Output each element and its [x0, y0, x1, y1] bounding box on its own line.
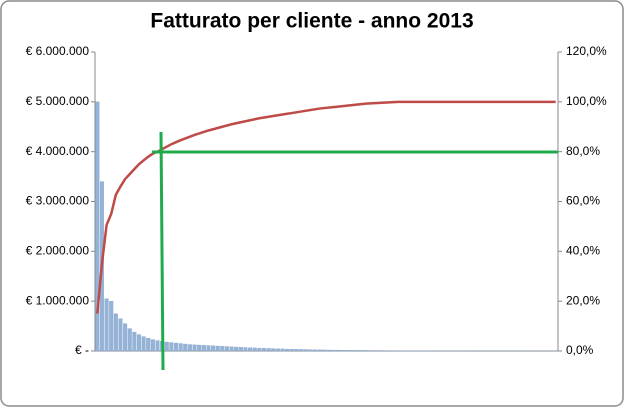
bar — [188, 345, 192, 351]
y-tick-label: € - — [75, 343, 89, 357]
bar — [258, 348, 262, 351]
bar — [271, 349, 275, 351]
bar — [105, 299, 109, 351]
bar — [174, 343, 178, 351]
bar — [123, 324, 127, 351]
bar — [276, 349, 280, 351]
bar — [239, 347, 243, 351]
y2-tick-label: 80,0% — [566, 144, 600, 158]
bar — [234, 347, 238, 351]
y2-tick-label: 40,0% — [566, 244, 600, 258]
bar — [216, 346, 220, 351]
bar — [137, 335, 141, 351]
bar — [355, 350, 359, 351]
bar — [142, 337, 146, 351]
bar — [304, 350, 308, 351]
bar — [179, 344, 183, 351]
bar — [151, 340, 155, 351]
y-tick-label: € 2.000.000 — [26, 244, 90, 258]
bar — [230, 347, 234, 351]
bar — [114, 314, 118, 351]
bar — [322, 350, 326, 351]
bar — [146, 338, 150, 351]
y2-tick-label: 60,0% — [566, 194, 600, 208]
bar — [225, 347, 229, 351]
y2-tick-label: 20,0% — [566, 293, 600, 307]
bar — [267, 348, 271, 351]
bar — [211, 346, 215, 351]
bar — [364, 350, 368, 351]
bar — [299, 349, 303, 351]
y2-tick-label: 100,0% — [566, 94, 607, 108]
bar — [281, 349, 285, 351]
bar — [345, 350, 349, 351]
bar — [207, 346, 211, 351]
bar — [183, 344, 187, 351]
bar — [290, 349, 294, 351]
y-tick-label: € 6.000.000 — [26, 44, 90, 58]
bar — [193, 345, 197, 351]
bar — [336, 350, 340, 351]
bar — [332, 350, 336, 351]
bar — [318, 350, 322, 351]
bar — [341, 350, 345, 351]
y-tick-label: € 4.000.000 — [26, 144, 90, 158]
bar — [313, 350, 317, 351]
bar — [295, 349, 299, 351]
y-tick-label: € 1.000.000 — [26, 293, 90, 307]
bar — [327, 350, 331, 351]
y-tick-label: € 3.000.000 — [26, 194, 90, 208]
chart-title: Fatturato per cliente - anno 2013 — [150, 10, 473, 33]
y2-tick-label: 0,0% — [566, 343, 594, 357]
bar — [350, 350, 354, 351]
bar — [359, 350, 363, 351]
bar — [308, 350, 312, 351]
bar — [220, 346, 224, 351]
bar — [119, 319, 123, 351]
y2-tick-label: 120,0% — [566, 44, 607, 58]
bar — [244, 348, 248, 351]
bar — [133, 332, 137, 351]
bar — [369, 350, 373, 351]
bar — [202, 345, 206, 351]
bar — [165, 342, 169, 351]
threshold-vertical — [161, 132, 163, 370]
bar — [156, 341, 160, 351]
bar — [170, 343, 174, 351]
bar — [197, 345, 201, 351]
y-tick-label: € 5.000.000 — [26, 94, 90, 108]
bar — [285, 349, 289, 351]
bar — [109, 301, 113, 351]
bar — [128, 329, 132, 351]
chart-frame — [1, 1, 623, 406]
bar — [253, 348, 257, 351]
bar — [248, 348, 252, 351]
bar — [262, 348, 266, 351]
